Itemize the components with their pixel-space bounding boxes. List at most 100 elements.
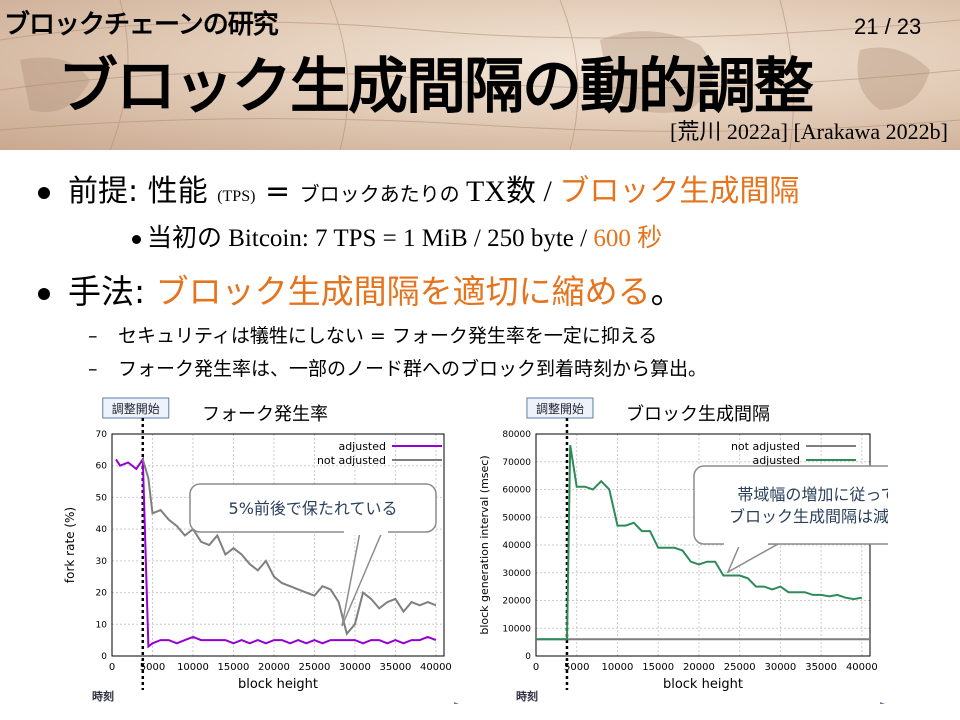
y-tick-label: 20 bbox=[96, 589, 108, 599]
x-tick-label: 15000 bbox=[642, 662, 674, 673]
start-label-box bbox=[102, 397, 170, 419]
x-tick-label: 20000 bbox=[683, 662, 715, 673]
y-tick-label: 40 bbox=[96, 525, 108, 535]
dash-item-forkrate: – フォーク発生率は、一部のノード群へのブロック到着時刻から算出。 bbox=[88, 354, 707, 381]
series-line-not-adjusted bbox=[141, 459, 437, 636]
legend-label: not adjusted bbox=[731, 440, 800, 453]
y-tick-label: 10000 bbox=[502, 624, 531, 634]
block-interval-plot: 0100002000030000400005000060000700008000… bbox=[478, 397, 888, 704]
premise-tx: TX数 / bbox=[466, 175, 560, 208]
start-label: 調整開始 bbox=[112, 401, 160, 416]
start-label: 調整開始 bbox=[536, 401, 584, 416]
time-axis-label: 時刻 bbox=[92, 689, 114, 703]
series-line-adjusted bbox=[115, 456, 437, 649]
time-axis-arrowhead bbox=[454, 702, 459, 704]
x-tick-label: 25000 bbox=[724, 662, 756, 673]
legend-label: not adjusted bbox=[317, 454, 386, 467]
time-axis-label: 時刻 bbox=[516, 689, 538, 703]
start-label-box bbox=[526, 397, 594, 419]
y-axis-label: fork rate (%) bbox=[63, 507, 77, 583]
fork-rate-plot: 0 10 20 30 40 50 60 70 0 5000 10000 15000 20000 25000… bbox=[63, 397, 459, 704]
chart-title: フォーク発生率 bbox=[202, 404, 328, 425]
callout-text: 帯域幅の増加に従って bbox=[737, 485, 888, 504]
x-tick-label: 30000 bbox=[764, 662, 796, 673]
x-tick-label: 35000 bbox=[380, 662, 412, 673]
method-prefix: 手法: bbox=[68, 272, 156, 311]
bitcoin-highlight: 600 秒 bbox=[593, 225, 663, 252]
bitcoin-text: 当初の Bitcoin: 7 TPS = 1 MiB / 250 byte / bbox=[147, 225, 594, 252]
y-tick-label: 10 bbox=[96, 620, 108, 630]
plot-frame bbox=[535, 433, 871, 657]
x-tick-label: 15000 bbox=[218, 662, 250, 673]
method-highlight: ブロック生成間隔を適切に縮める bbox=[155, 272, 651, 311]
y-axis-label: block generation interval (msec) bbox=[478, 455, 491, 634]
x-tick-label: 25000 bbox=[299, 662, 331, 673]
callout-text: 5%前後で保たれている bbox=[229, 499, 398, 518]
callout-pointer bbox=[726, 543, 781, 574]
callout-joint bbox=[344, 529, 388, 535]
y-tick-label: 20000 bbox=[502, 597, 531, 607]
premise-per-block: ブロックあたりの bbox=[299, 182, 466, 206]
y-tick-label: 30000 bbox=[502, 569, 531, 579]
callout-pointer bbox=[341, 531, 384, 627]
y-tick-label: 50000 bbox=[502, 513, 531, 523]
x-tick-label: 0 bbox=[533, 662, 539, 673]
y-tick-label: 60000 bbox=[502, 486, 531, 496]
premise-tps: (TPS) bbox=[217, 188, 256, 205]
y-tick-label: 40000 bbox=[502, 541, 531, 551]
dash-item-security: – セキュリティは犠牲にしない = フォーク発生率を一定に抑える bbox=[88, 321, 657, 348]
x-axis-label: block height bbox=[238, 677, 318, 692]
y-tick-label: 80000 bbox=[502, 430, 531, 440]
x-tick-label: 40000 bbox=[846, 662, 878, 673]
premise-highlight: ブロック生成間隔 bbox=[559, 174, 800, 209]
x-axis-label: block height bbox=[663, 677, 743, 692]
y-tick-label: 70000 bbox=[502, 458, 531, 468]
bullet-bitcoin: 当初の Bitcoin: 7 TPS = 1 MiB / 250 byte / … bbox=[132, 218, 662, 254]
dash: – bbox=[88, 325, 98, 347]
chart-title: ブロック生成間隔 bbox=[626, 403, 770, 425]
x-tick-label: 5000 bbox=[564, 662, 589, 673]
x-tick-label: 0 bbox=[109, 662, 115, 673]
page-number: 21 / 23 bbox=[854, 14, 922, 39]
y-tick-label: 30 bbox=[96, 557, 108, 567]
callout-text: ブロック生成間隔は減少 bbox=[729, 507, 888, 526]
bullet-dot bbox=[38, 287, 50, 300]
slide-title: ブロック生成間隔の動的調整 bbox=[58, 52, 814, 122]
y-tick-label: 0 bbox=[101, 652, 107, 662]
dash-text: セキュリティは犠牲にしない = フォーク発生率を一定に抑える bbox=[118, 325, 658, 347]
y-tick-label: 0 bbox=[525, 652, 531, 662]
block-interval-chart: 0 10000 20000 30000 40000 50000 60000 70000 8000… bbox=[478, 394, 888, 704]
callout-box bbox=[693, 465, 888, 545]
fork-rate-chart: 0 10 20 30 40 50 60 70 0 5000 10000 15000 20000 25000… bbox=[60, 394, 470, 704]
time-axis-arrowhead bbox=[880, 702, 885, 704]
callout-joint bbox=[724, 541, 768, 547]
x-tick-label: 35000 bbox=[805, 662, 837, 673]
dash: – bbox=[88, 358, 98, 380]
world-map-background bbox=[0, 0, 960, 150]
callout-box bbox=[189, 483, 437, 533]
dash-text: フォーク発生率は、一部のノード群へのブロック到着時刻から算出。 bbox=[118, 358, 708, 380]
premise-equals: = bbox=[255, 174, 300, 209]
premise-prefix: 前提: 性能 bbox=[68, 174, 218, 209]
x-tick-label: 5000 bbox=[140, 662, 165, 673]
x-tick-label: 10000 bbox=[602, 662, 634, 673]
references: [荒川 2022a] [Arakawa 2022b] bbox=[670, 119, 948, 144]
series-line-adjusted bbox=[536, 444, 863, 641]
legend-label: adjusted bbox=[338, 440, 386, 453]
x-tick-label: 20000 bbox=[258, 662, 290, 673]
plot-frame bbox=[111, 433, 445, 657]
y-tick-label: 70 bbox=[96, 430, 108, 440]
x-tick-label: 40000 bbox=[420, 662, 452, 673]
slide-subtitle: ブロックチェーンの研究 bbox=[4, 10, 279, 40]
bullet-dot bbox=[132, 234, 141, 244]
slide-header: ブロックチェーンの研究 21 / 23 ブロック生成間隔の動的調整 [荒川 20… bbox=[0, 0, 960, 150]
x-tick-label: 30000 bbox=[339, 662, 371, 673]
bullet-premise: 前提: 性能 (TPS) = ブロックあたりの TX数 / ブロック生成間隔 bbox=[38, 166, 799, 210]
legend-label: adjusted bbox=[752, 454, 800, 467]
x-tick-label: 10000 bbox=[177, 662, 209, 673]
bullet-dot bbox=[38, 186, 50, 199]
y-tick-label: 50 bbox=[96, 493, 108, 503]
method-suffix: 。 bbox=[650, 272, 684, 311]
bullet-method: 手法: ブロック生成間隔を適切に縮める。 bbox=[38, 265, 684, 313]
y-tick-label: 60 bbox=[96, 462, 108, 472]
